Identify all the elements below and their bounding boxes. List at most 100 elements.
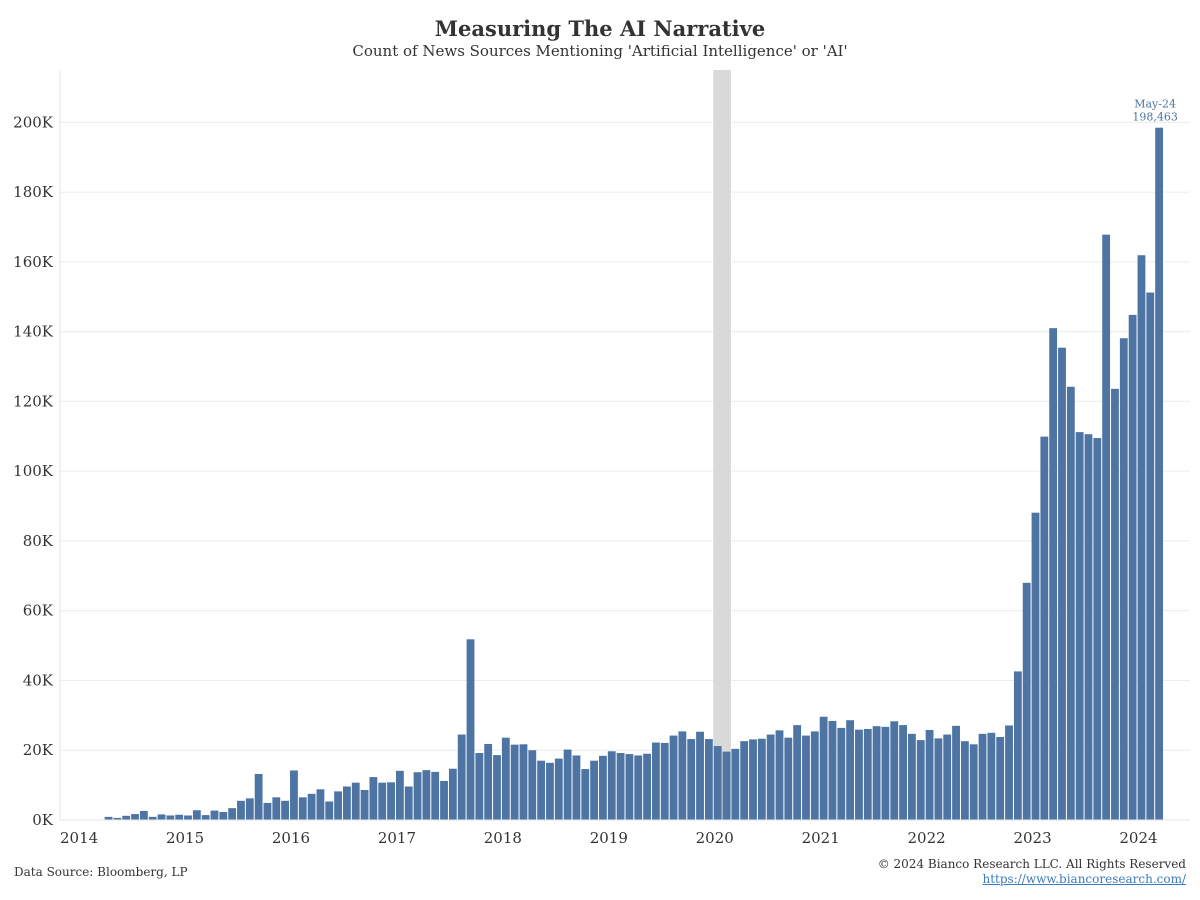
- bar: [581, 769, 590, 820]
- x-tick-label: 2022: [908, 829, 946, 847]
- bar: [404, 786, 413, 820]
- bar: [1022, 582, 1031, 820]
- bar: [219, 811, 228, 820]
- data-source-note: Data Source: Bloomberg, LP: [14, 865, 188, 879]
- bar: [131, 814, 139, 820]
- x-tick-label: 2017: [378, 829, 416, 847]
- bar: [537, 760, 546, 820]
- highlight-band: [713, 70, 731, 820]
- bar: [148, 816, 157, 820]
- bar: [872, 726, 881, 820]
- bar: [863, 728, 872, 820]
- bar: [192, 810, 201, 820]
- bar: [298, 797, 307, 820]
- bar: [1119, 338, 1128, 820]
- bar: [510, 744, 519, 820]
- x-tick-label: 2020: [696, 829, 734, 847]
- bar: [448, 768, 457, 820]
- bar: [166, 815, 175, 820]
- y-tick-label: 200K: [13, 113, 54, 131]
- y-tick-label: 140K: [13, 323, 54, 341]
- bar: [1102, 234, 1111, 820]
- bar: [607, 751, 616, 820]
- copyright-note: © 2024 Bianco Research LLC. All Rights R…: [877, 857, 1186, 871]
- bar: [1084, 434, 1093, 820]
- bar: [1155, 127, 1164, 821]
- bar: [837, 727, 846, 820]
- bar: [360, 790, 369, 820]
- x-tick-label: 2016: [272, 829, 310, 847]
- bar: [669, 735, 678, 820]
- bar: [1075, 432, 1084, 820]
- bar: [678, 731, 687, 820]
- bar: [157, 814, 166, 820]
- y-tick-label: 160K: [13, 253, 54, 271]
- bar: [210, 810, 219, 820]
- bar: [987, 732, 996, 820]
- bars: [104, 127, 1164, 821]
- y-tick-label: 180K: [13, 183, 54, 201]
- y-tick-label: 120K: [13, 392, 54, 410]
- bar: [722, 751, 731, 820]
- bar: [1058, 347, 1066, 820]
- bar: [651, 742, 660, 820]
- bar: [925, 730, 934, 820]
- x-tick-label: 2018: [484, 829, 522, 847]
- bar: [643, 753, 651, 820]
- bar: [475, 753, 484, 820]
- bar: [237, 800, 245, 820]
- bar: [546, 762, 554, 820]
- bar: [431, 771, 440, 820]
- bar: [263, 802, 272, 820]
- gridlines: [60, 121, 1190, 751]
- bar: [793, 725, 802, 820]
- bar: [563, 749, 572, 820]
- bar: [351, 782, 360, 820]
- axes: 0K 20K 40K 60K 80K 100K 120K 140K 160K 180K 200K 20…: [13, 70, 1190, 847]
- x-tick-label: 2019: [590, 829, 628, 847]
- bar: [590, 760, 599, 820]
- annotation-value-label: 198,463: [1132, 111, 1178, 124]
- bar: [466, 639, 475, 820]
- bar: [846, 720, 855, 820]
- x-tick-label: 2021: [802, 829, 840, 847]
- bar: [599, 755, 607, 820]
- bar: [1128, 314, 1137, 820]
- bar: [1005, 725, 1013, 820]
- bar: [395, 770, 404, 820]
- bar: [766, 734, 775, 820]
- bar: [828, 720, 837, 820]
- bar: [802, 735, 810, 820]
- bar: [934, 738, 943, 820]
- bar: [908, 733, 916, 820]
- bar: [316, 789, 325, 820]
- bar: [325, 801, 334, 820]
- bar: [334, 791, 342, 820]
- x-tick-label: 2023: [1013, 829, 1051, 847]
- bar: [457, 734, 466, 820]
- bar: [1049, 328, 1058, 820]
- bar: [184, 815, 192, 820]
- highlight-band-layer: [713, 70, 731, 820]
- bar: [245, 798, 254, 820]
- website-link[interactable]: https://www.biancoresearch.com/: [982, 872, 1186, 886]
- y-tick-label: 20K: [23, 741, 54, 759]
- bar: [819, 716, 828, 820]
- bar: [281, 800, 290, 820]
- bar: [422, 770, 431, 820]
- chart-subtitle: Count of News Sources Mentioning 'Artifi…: [352, 42, 848, 60]
- bar: [440, 780, 448, 820]
- bar: [810, 731, 819, 820]
- bar: [1031, 512, 1040, 820]
- y-tick-label: 60K: [23, 602, 54, 620]
- bar: [749, 739, 757, 820]
- bar: [660, 742, 669, 820]
- bar: [855, 729, 863, 820]
- bar: [916, 740, 925, 820]
- bar: [731, 748, 740, 820]
- bar: [687, 739, 696, 820]
- bar: [572, 755, 581, 820]
- bar: [960, 741, 969, 820]
